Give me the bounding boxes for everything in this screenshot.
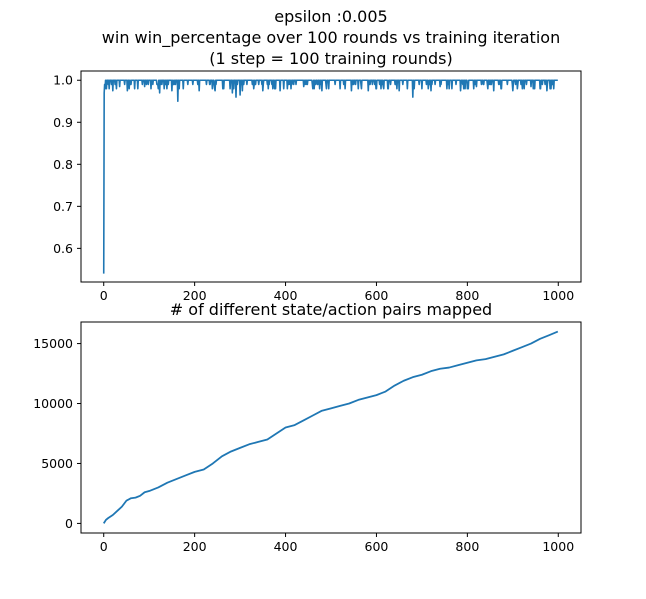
x-tick-label: 600 [365, 288, 389, 303]
state-action-pairs-chart: # of different state/action pairs mapped… [33, 300, 582, 554]
y-tick-label: 5000 [41, 456, 73, 471]
y-tick-label: 0.7 [53, 199, 73, 214]
title-line-3: (1 step = 100 training rounds) [209, 49, 452, 68]
x-tick-label: 0 [100, 539, 108, 554]
title-line-1: epsilon :0.005 [274, 7, 387, 26]
x-tick-label: 1000 [542, 288, 574, 303]
plot-frame [80, 70, 582, 283]
x-tick-label: 600 [365, 539, 389, 554]
y-tick-label: 0.6 [53, 241, 73, 256]
x-tick-label: 800 [455, 539, 479, 554]
y-tick-label: 15000 [33, 336, 73, 351]
win-percentage-line [102, 79, 559, 274]
x-tick-label: 200 [183, 539, 207, 554]
title-line-2: win win_percentage over 100 rounds vs tr… [102, 28, 560, 48]
y-tick-label: 10000 [33, 396, 73, 411]
win-percentage-chart: 0 200 400 600 800 1000 0.6 0.7 0.8 0.9 1.0 [53, 70, 582, 303]
x-tick-label: 1000 [542, 539, 574, 554]
x-tick-label: 800 [455, 288, 479, 303]
figure-title: epsilon :0.005 win win_percentage over 1… [102, 7, 560, 68]
y-tick-label: 0 [65, 516, 73, 531]
x-tick-label: 400 [274, 288, 298, 303]
y-tick-label: 0.8 [53, 157, 73, 172]
x-tick-label: 200 [183, 288, 207, 303]
y-tick-label: 0.9 [53, 115, 73, 130]
state-action-pairs-line [102, 330, 559, 524]
y-tick-label: 1.0 [53, 73, 73, 88]
subplot-title: # of different state/action pairs mapped [170, 300, 492, 319]
x-tick-label: 0 [100, 288, 108, 303]
plot-frame [80, 321, 582, 534]
x-tick-label: 400 [274, 539, 298, 554]
